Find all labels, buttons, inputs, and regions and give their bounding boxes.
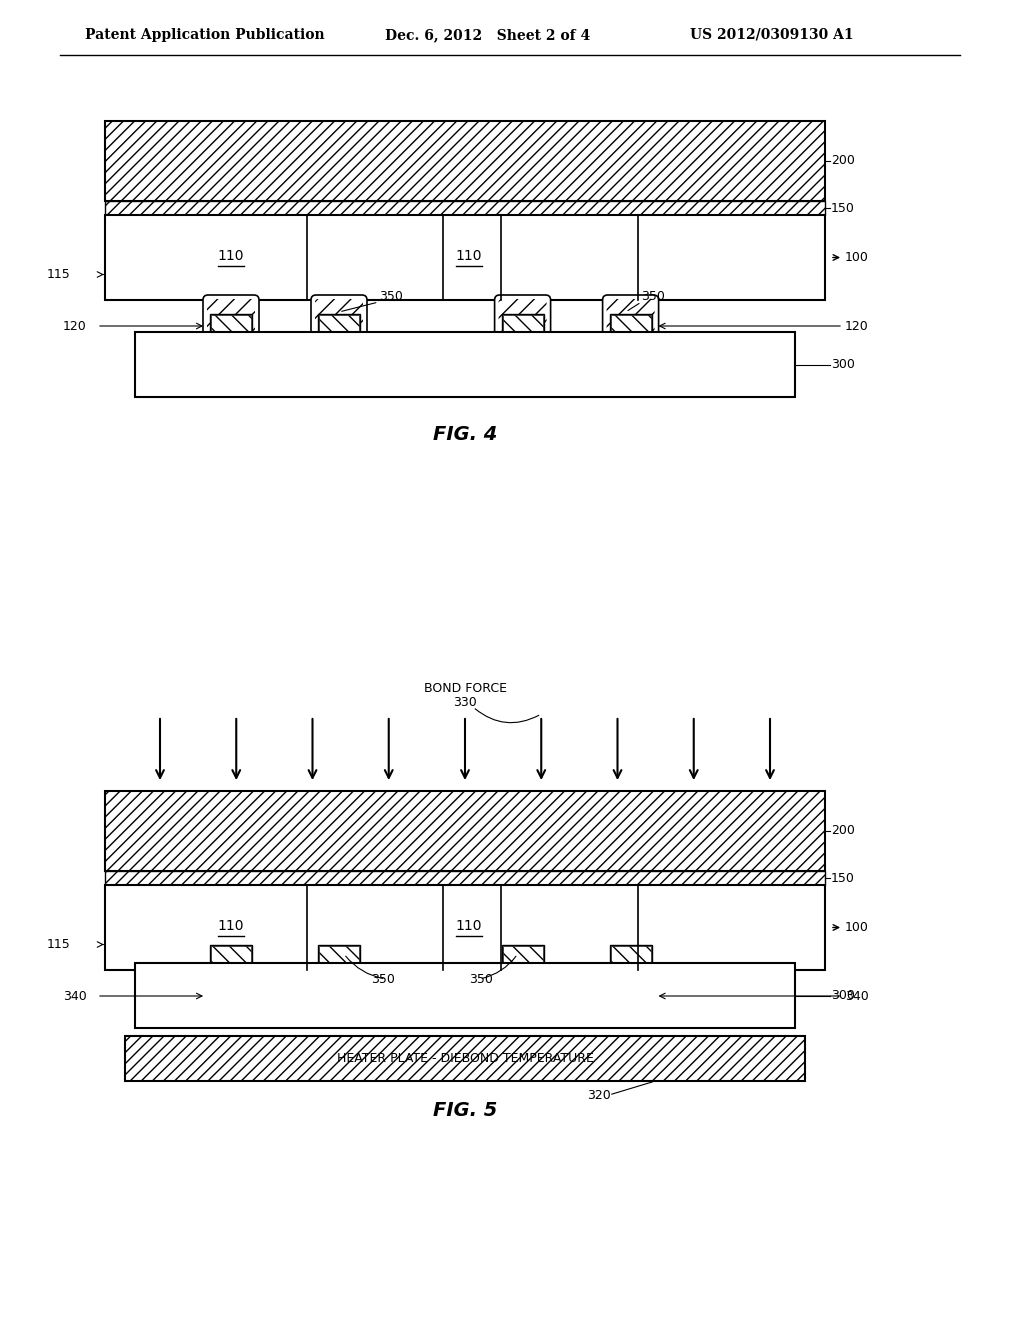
Text: 150: 150 bbox=[831, 871, 855, 884]
Text: 320: 320 bbox=[588, 1089, 611, 1102]
Bar bbox=[503, 946, 543, 962]
FancyBboxPatch shape bbox=[495, 965, 551, 1027]
FancyBboxPatch shape bbox=[606, 300, 654, 352]
Text: Patent Application Publication: Patent Application Publication bbox=[85, 28, 325, 42]
Text: 350: 350 bbox=[379, 290, 402, 304]
Text: Dec. 6, 2012   Sheet 2 of 4: Dec. 6, 2012 Sheet 2 of 4 bbox=[385, 28, 590, 42]
Text: 110: 110 bbox=[218, 248, 245, 263]
Bar bbox=[105, 215, 825, 300]
FancyBboxPatch shape bbox=[207, 300, 255, 352]
Text: 330: 330 bbox=[454, 697, 477, 710]
Bar bbox=[105, 871, 825, 884]
Text: 115: 115 bbox=[46, 939, 70, 950]
FancyBboxPatch shape bbox=[311, 294, 367, 356]
Text: BOND FORCE: BOND FORCE bbox=[424, 681, 507, 694]
FancyBboxPatch shape bbox=[315, 300, 362, 352]
Text: FIG. 4: FIG. 4 bbox=[433, 425, 498, 445]
FancyBboxPatch shape bbox=[602, 965, 658, 1027]
Text: 200: 200 bbox=[831, 825, 855, 837]
FancyBboxPatch shape bbox=[499, 300, 547, 352]
FancyBboxPatch shape bbox=[315, 969, 362, 1023]
Bar bbox=[210, 314, 252, 333]
FancyBboxPatch shape bbox=[606, 969, 654, 1023]
Text: 120: 120 bbox=[63, 319, 87, 333]
Bar bbox=[610, 946, 650, 962]
Text: 300: 300 bbox=[831, 989, 855, 1002]
Text: 300: 300 bbox=[831, 358, 855, 371]
Text: 110: 110 bbox=[456, 248, 482, 263]
Text: FIG. 5: FIG. 5 bbox=[433, 1101, 498, 1121]
Text: 100: 100 bbox=[845, 251, 869, 264]
Text: HEATER PLATE - DIEBOND TEMPERATURE: HEATER PLATE - DIEBOND TEMPERATURE bbox=[337, 1052, 594, 1065]
Text: 340: 340 bbox=[63, 990, 87, 1002]
Bar bbox=[318, 314, 360, 333]
FancyBboxPatch shape bbox=[499, 969, 547, 1023]
FancyBboxPatch shape bbox=[203, 965, 259, 1027]
Text: 110: 110 bbox=[456, 919, 482, 932]
Text: 115: 115 bbox=[46, 268, 70, 281]
Bar bbox=[502, 945, 544, 964]
Bar bbox=[319, 315, 359, 331]
Bar bbox=[105, 791, 825, 871]
Text: 110: 110 bbox=[218, 919, 245, 932]
Bar bbox=[135, 333, 795, 397]
Bar bbox=[210, 945, 252, 964]
Bar bbox=[609, 314, 651, 333]
Bar bbox=[105, 884, 825, 970]
Bar bbox=[211, 946, 251, 962]
Bar bbox=[503, 315, 543, 331]
Bar bbox=[135, 964, 795, 1028]
Bar bbox=[319, 946, 359, 962]
Text: 120: 120 bbox=[845, 319, 869, 333]
Bar bbox=[211, 315, 251, 331]
Bar bbox=[125, 1036, 805, 1081]
Text: 100: 100 bbox=[845, 921, 869, 935]
Text: 340: 340 bbox=[845, 990, 869, 1002]
Text: 350: 350 bbox=[372, 973, 395, 986]
Bar bbox=[610, 315, 650, 331]
FancyBboxPatch shape bbox=[311, 965, 367, 1027]
Bar bbox=[609, 945, 651, 964]
FancyBboxPatch shape bbox=[207, 969, 255, 1023]
Text: US 2012/0309130 A1: US 2012/0309130 A1 bbox=[690, 28, 854, 42]
Text: 200: 200 bbox=[831, 154, 855, 168]
Bar bbox=[105, 201, 825, 215]
Bar bbox=[502, 314, 544, 333]
FancyBboxPatch shape bbox=[602, 294, 658, 356]
Text: 350: 350 bbox=[469, 973, 493, 986]
Text: 150: 150 bbox=[831, 202, 855, 214]
Bar bbox=[105, 121, 825, 201]
Bar bbox=[318, 945, 360, 964]
FancyBboxPatch shape bbox=[495, 294, 551, 356]
Text: 350: 350 bbox=[641, 290, 666, 304]
FancyBboxPatch shape bbox=[203, 294, 259, 356]
